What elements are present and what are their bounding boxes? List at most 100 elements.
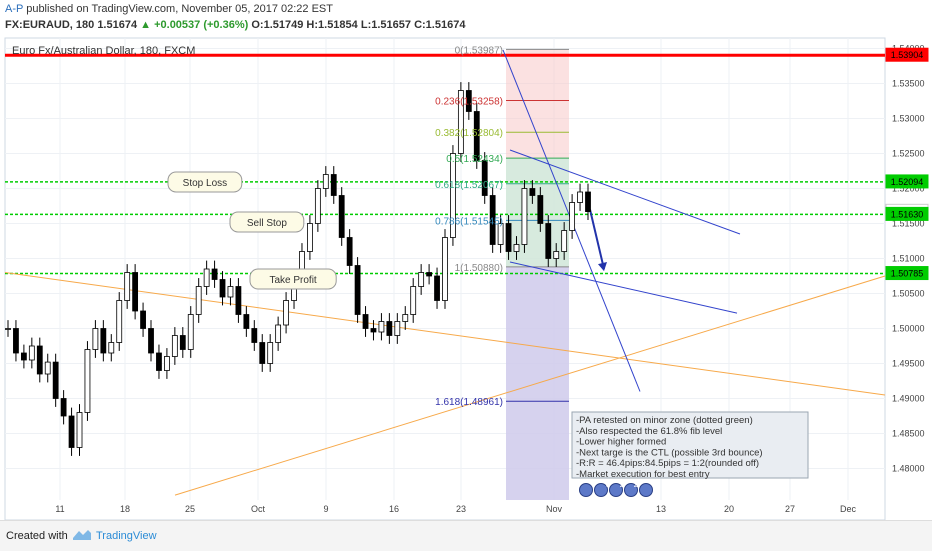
y-axis: 1.540001.535001.530001.525001.520001.515… [885, 44, 929, 474]
note-line: -Also respected the 61.8% fib level [576, 426, 722, 437]
open-label: O: [251, 19, 264, 31]
fib-level-label: 0.236(1.53258) [435, 96, 503, 107]
candle-body [140, 310, 146, 329]
x-tick-label: 20 [724, 504, 734, 514]
high-label: H: [306, 19, 319, 31]
created-with-text: Created with [6, 530, 68, 542]
footer: Created with TradingView [0, 520, 932, 551]
orange-trendline-bottom [174, 275, 886, 496]
candle-body [418, 272, 425, 287]
orange-trendline-top [4, 272, 886, 396]
event-badge-icon [594, 483, 608, 497]
low-label: L: [360, 19, 372, 31]
note-line: -Lower higher formed [576, 437, 666, 448]
candle-body [370, 328, 377, 333]
x-tick-label: Dec [840, 504, 857, 514]
candle-body [132, 272, 139, 312]
candle-body [553, 251, 560, 259]
tradingview-brand[interactable]: TradingView [96, 530, 157, 542]
candle-body [473, 111, 480, 161]
close-value: 1.51674 [425, 19, 466, 31]
price-change: +0.00537 (+0.36%) [154, 19, 249, 31]
down-arrow-icon [589, 209, 605, 270]
candle-body [195, 286, 202, 315]
candle-body [92, 328, 99, 350]
candle-body [28, 345, 35, 361]
candle-body [259, 342, 266, 364]
x-tick-label: 27 [785, 504, 795, 514]
fib-level-label: 1(1.50880) [455, 263, 503, 274]
callout-label: Take Profit [269, 275, 316, 286]
candle-body [426, 272, 432, 277]
candle-body [394, 321, 401, 336]
price-chart[interactable]: 0(1.53987) 0.236(1.53258) 0.382(1.52804) 0.… [0, 36, 932, 520]
candle-body [84, 349, 91, 413]
candle-body [314, 188, 321, 224]
chart-header: A-P published on TradingView.com, Novemb… [0, 0, 932, 36]
candle-body [227, 286, 234, 298]
candle-body [346, 237, 353, 266]
candle-body [434, 275, 440, 301]
x-tick-label: 11 [55, 504, 64, 514]
chart-title: Euro Fx/Australian Dollar, 180, FXCM [12, 45, 195, 57]
x-tick-label: 9 [323, 504, 328, 514]
candle-body [203, 268, 210, 287]
candle-body [307, 223, 313, 252]
candle-body [489, 195, 496, 245]
candle-body [124, 272, 131, 301]
event-badge-icon [579, 483, 593, 497]
y-tick-label: 1.50500 [892, 289, 925, 299]
candle-body [537, 195, 544, 224]
candle-body [44, 361, 51, 375]
candle-body [529, 188, 536, 196]
high-value: 1.51854 [318, 19, 358, 31]
candle-body [76, 412, 83, 448]
y-tick-label: 1.51500 [892, 219, 925, 229]
notes-box-bg [571, 411, 809, 479]
candle-body [513, 244, 520, 252]
note-line: -Market execution for best entry [576, 469, 710, 480]
price-label-bg [885, 206, 929, 221]
y-tick-label: 1.49000 [892, 394, 925, 404]
close-label: C: [414, 19, 426, 31]
candle-body [402, 314, 409, 322]
blue-channel-bottom [509, 261, 738, 314]
candle-body [362, 314, 369, 329]
fib-level-label: 0.382(1.52804) [435, 128, 503, 139]
candle-body [457, 90, 464, 154]
y-tick-label: 1.49500 [892, 359, 925, 369]
note-line: -PA retested on minor zone (dotted green… [576, 415, 753, 426]
author-link[interactable]: A-P [5, 3, 24, 15]
low-value: 1.51657 [371, 19, 411, 31]
price-label-bg [885, 266, 929, 281]
candle-body [164, 356, 170, 371]
x-tick-label: 23 [456, 504, 466, 514]
x-tick-label: 25 [185, 504, 195, 514]
callouts: Stop Loss Sell Stop Take Profit [167, 171, 337, 290]
y-tick-label: 1.48500 [892, 429, 925, 439]
x-tick-label: 16 [389, 504, 399, 514]
candle-body [283, 300, 289, 326]
candle-body [521, 188, 528, 245]
candle-body [187, 314, 194, 350]
candle-body [20, 352, 27, 361]
candle-body [36, 345, 43, 375]
symbol-line: FX:EURAUD, 180 1.51674 ▲ +0.00537 (+0.36… [5, 19, 465, 31]
candle-body [545, 223, 552, 259]
candle-body [569, 202, 576, 231]
open-value: 1.51749 [263, 19, 304, 31]
event-badge-icon [624, 483, 638, 497]
tradingview-logo-icon [73, 530, 91, 540]
x-tick-label: 13 [656, 504, 666, 514]
candle-body [267, 342, 274, 364]
candle-body [386, 321, 393, 336]
candle-body [450, 153, 456, 238]
symbol-name[interactable]: FX:EURAUD, 180 [5, 19, 95, 31]
x-axis: 11 18 25 Oct 9 16 23 Nov 13 20 27 Dec [55, 504, 856, 514]
candle-body [338, 195, 345, 238]
candle-body [481, 160, 488, 196]
candle-body [219, 279, 226, 298]
candle-body [5, 328, 11, 330]
candle-body [243, 314, 250, 329]
